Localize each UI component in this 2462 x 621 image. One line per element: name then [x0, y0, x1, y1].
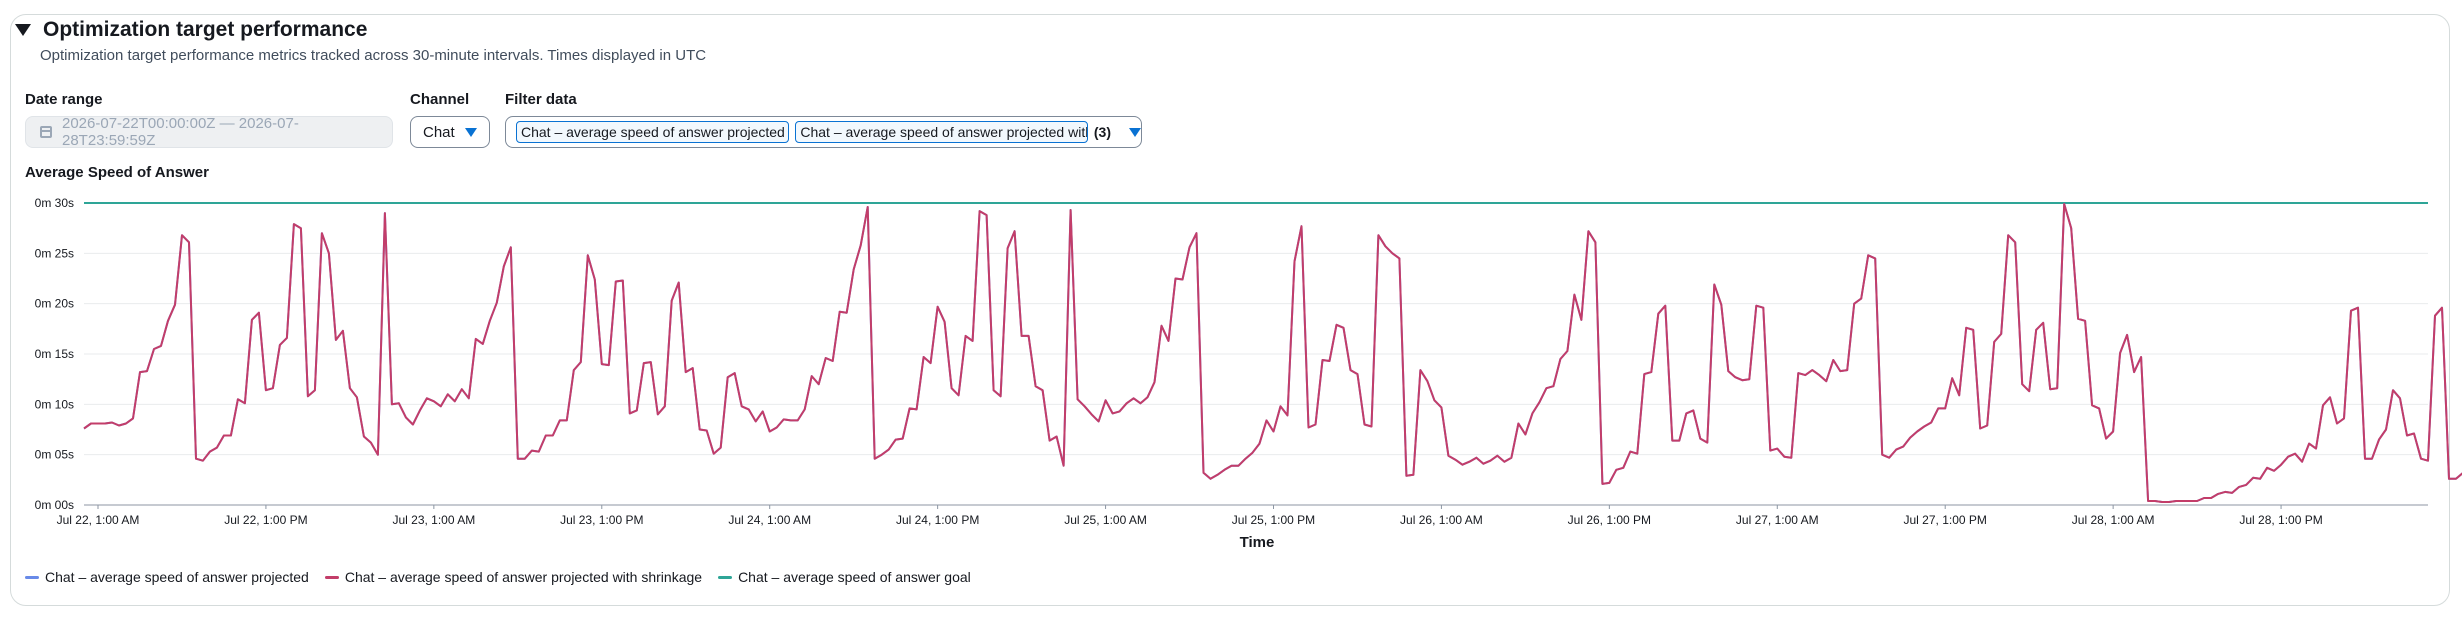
- y-tick-label: 0m 25s: [35, 246, 74, 260]
- y-tick-label: 0m 10s: [35, 397, 74, 411]
- series-line-projected: [83, 203, 2462, 503]
- section-description: Optimization target performance metrics …: [40, 47, 707, 64]
- filter-token[interactable]: Chat – average speed of answer projected: [516, 121, 790, 143]
- channel-label: Channel: [410, 91, 470, 108]
- legend-item-goal[interactable]: Chat – average speed of answer goal: [718, 569, 971, 585]
- date-range-picker: 2026-07-22T00:00:00Z — 2026-07-28T23:59:…: [25, 115, 393, 149]
- date-range-label: Date range: [25, 91, 103, 108]
- chart-legend: Chat – average speed of answer projected…: [25, 569, 971, 585]
- x-tick-label: Jul 25, 1:00 AM: [1064, 513, 1147, 527]
- section-header[interactable]: Optimization target performance: [15, 18, 367, 42]
- chevron-down-icon: [465, 127, 477, 137]
- legend-swatch: [718, 575, 733, 579]
- filter-data-label: Filter data: [505, 91, 577, 108]
- chart-series: [83, 202, 2462, 503]
- legend-swatch: [25, 575, 39, 579]
- y-axis-ticks: 0m 00s 0m 05s 0m 10s 0m 15s 0m 20s 0m 25s 0m 3…: [35, 196, 74, 512]
- x-tick-label: Jul 22, 1:00 AM: [57, 513, 140, 527]
- y-tick-label: 0m 30s: [35, 196, 74, 210]
- filter-token[interactable]: Chat – average speed of answer projected…: [795, 121, 1088, 143]
- filter-data-multiselect[interactable]: Chat – average speed of answer projected…: [505, 116, 1142, 148]
- x-tick-label: Jul 28, 1:00 AM: [2072, 513, 2155, 527]
- optimization-performance-panel: [10, 14, 2450, 606]
- chart-grid: [84, 202, 2428, 506]
- collapse-caret-icon[interactable]: [15, 24, 31, 36]
- x-axis-title: Time: [1240, 534, 1275, 551]
- channel-value: Chat: [423, 123, 455, 141]
- y-tick-label: 0m 05s: [35, 448, 74, 462]
- chevron-down-icon: [1129, 127, 1141, 137]
- calendar-icon: [40, 126, 52, 138]
- legend-label: Chat – average speed of answer projected…: [344, 569, 703, 585]
- x-tick-label: Jul 23, 1:00 AM: [392, 513, 475, 527]
- section-title: Optimization target performance: [43, 18, 368, 41]
- line-chart: 0m 00s 0m 05s 0m 10s 0m 15s 0m 20s 0m 25s 0m 3…: [35, 196, 2462, 551]
- filter-count: (3): [1093, 124, 1111, 140]
- y-tick-label: 0m 20s: [35, 297, 74, 311]
- x-tick-label: Jul 22, 1:00 PM: [224, 513, 307, 527]
- channel-select[interactable]: Chat: [410, 116, 490, 148]
- x-tick-label: Jul 24, 1:00 AM: [728, 513, 811, 527]
- x-tick-label: Jul 27, 1:00 PM: [1904, 513, 1987, 527]
- x-tick-label: Jul 26, 1:00 AM: [1400, 513, 1483, 527]
- legend-label: Chat – average speed of answer goal: [738, 569, 971, 585]
- series-line-projected-shrinkage: [83, 203, 2462, 503]
- x-tick-label: Jul 23, 1:00 PM: [560, 513, 643, 527]
- legend-item-projected[interactable]: Chat – average speed of answer projected: [25, 569, 309, 585]
- x-tick-label: Jul 25, 1:00 PM: [1232, 513, 1315, 527]
- y-tick-label: 0m 00s: [35, 498, 74, 512]
- x-tick-label: Jul 27, 1:00 AM: [1736, 513, 1819, 527]
- chart-title: Average Speed of Answer: [25, 164, 209, 181]
- x-tick-label: Jul 28, 1:00 PM: [2239, 513, 2322, 527]
- x-axis-ticks: Jul 22, 1:00 AM Jul 22, 1:00 PM Jul 23, 1:…: [57, 505, 2323, 527]
- y-tick-label: 0m 15s: [35, 347, 74, 361]
- date-range-value: 2026-07-22T00:00:00Z — 2026-07-28T23:59:…: [62, 115, 299, 149]
- x-tick-label: Jul 24, 1:00 PM: [896, 513, 979, 527]
- legend-label: Chat – average speed of answer projected: [45, 569, 309, 585]
- legend-item-projected-shrinkage[interactable]: Chat – average speed of answer projected…: [324, 569, 703, 585]
- legend-swatch: [324, 575, 339, 579]
- x-tick-label: Jul 26, 1:00 PM: [1568, 513, 1651, 527]
